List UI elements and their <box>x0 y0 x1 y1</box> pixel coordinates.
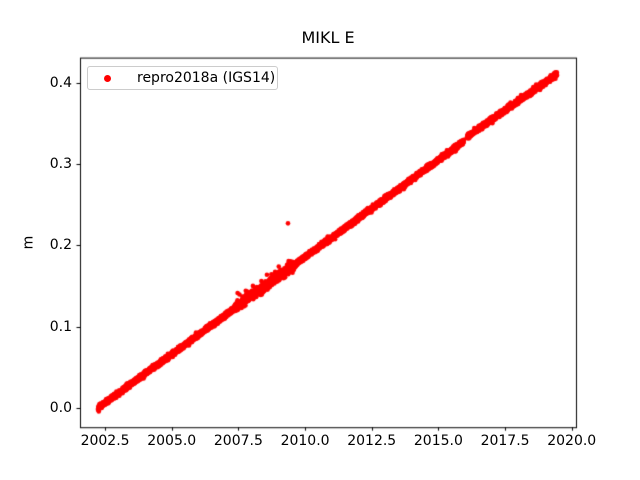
x-tick-label: 2010.0 <box>280 433 330 449</box>
x-tick-label: 2017.5 <box>480 433 530 449</box>
x-tick-label: 2015.0 <box>413 433 463 449</box>
x-tick-label: 2005.0 <box>147 433 197 449</box>
legend: repro2018a (IGS14) <box>87 66 278 90</box>
y-tick-label: 0.3 <box>49 155 72 172</box>
x-tick-label: 2002.5 <box>80 433 130 449</box>
chart-title: MIKL E <box>301 28 355 47</box>
y-axis-label: m <box>20 235 37 250</box>
legend-marker-dot-icon <box>104 74 111 82</box>
x-tick-label: 2007.5 <box>213 433 263 449</box>
y-tick-label: 0.1 <box>49 318 72 335</box>
y-tick-label: 0.0 <box>49 400 72 416</box>
y-tick-label: 0.4 <box>49 74 72 91</box>
y-tick-label: 0.2 <box>49 237 72 254</box>
legend-entry-label: repro2018a (IGS14) <box>137 70 276 86</box>
x-tick-label: 2012.5 <box>347 433 397 449</box>
x-tick-label: 2020.0 <box>547 433 597 449</box>
